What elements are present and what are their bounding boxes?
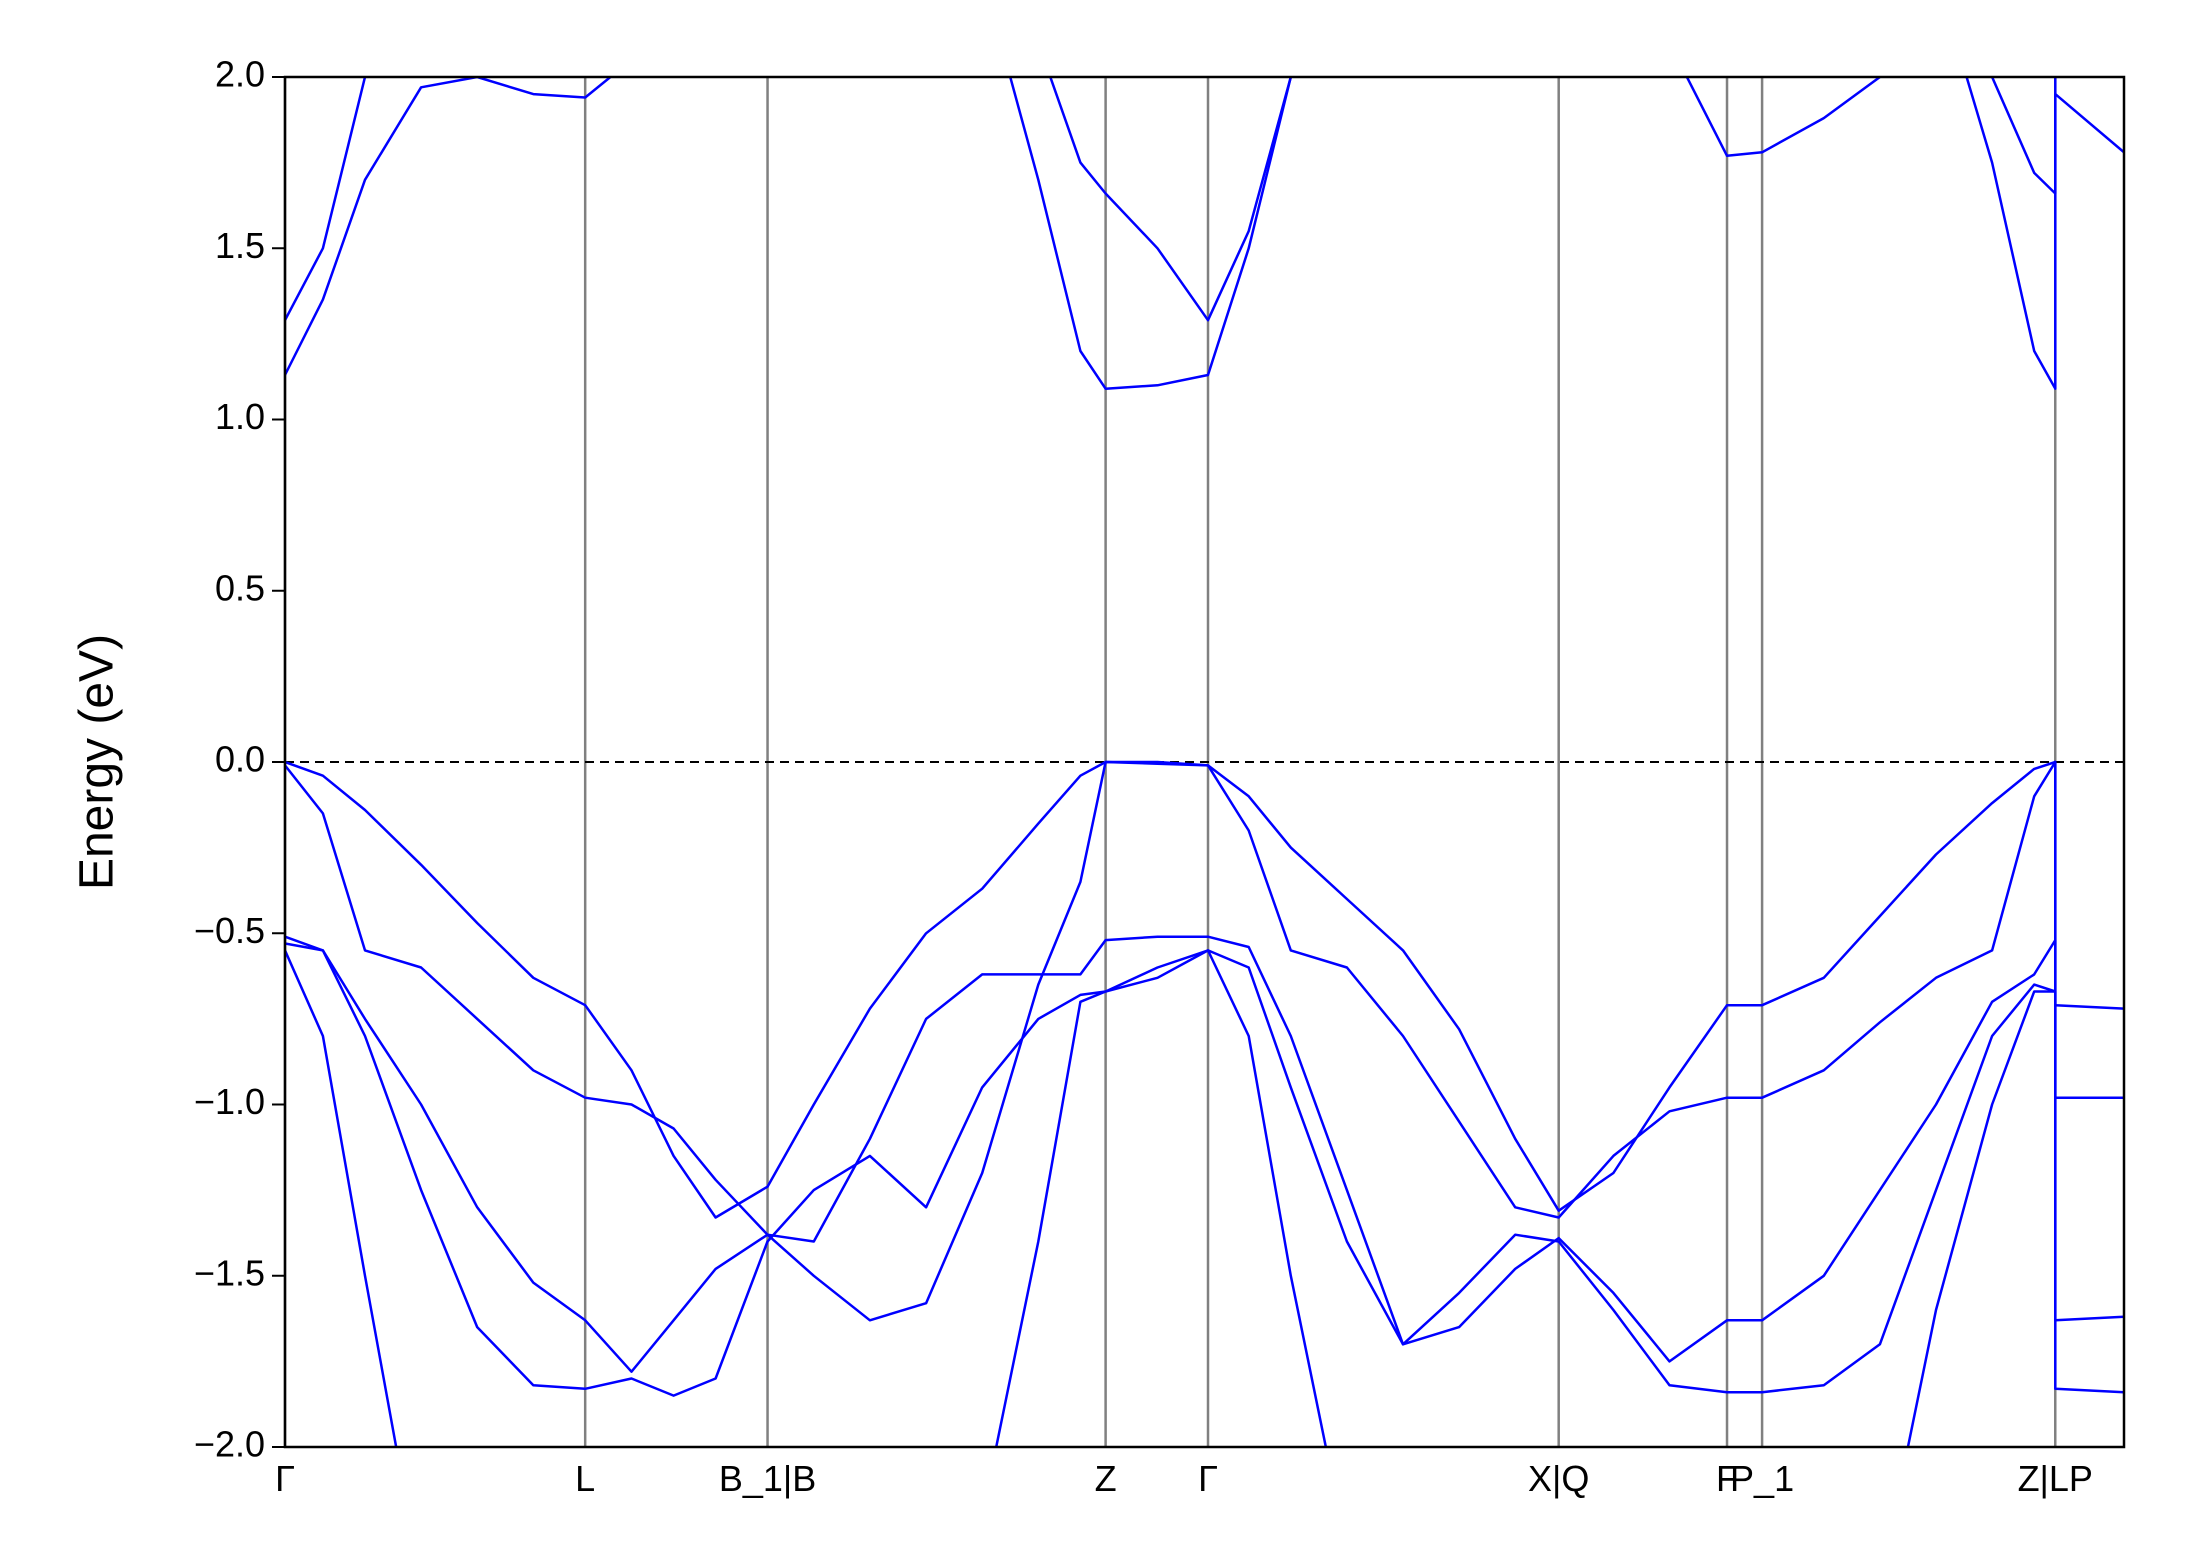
y-tick-label: 0.5 bbox=[215, 567, 265, 608]
band-line bbox=[285, 942, 2124, 1397]
band-line bbox=[285, 77, 2057, 390]
band-line bbox=[285, 77, 2124, 390]
x-tick-label: L bbox=[575, 1458, 595, 1499]
x-tick-label: P_1 bbox=[1730, 1458, 1794, 1499]
y-tick-label: −2.0 bbox=[194, 1424, 265, 1465]
y-tick-label: 1.5 bbox=[215, 225, 265, 266]
y-axis-label: Energy (eV) bbox=[71, 634, 124, 890]
y-tick-label: 2.0 bbox=[215, 54, 265, 95]
x-tick-label: Γ bbox=[275, 1458, 295, 1499]
x-tick-label: B_1|B bbox=[719, 1458, 816, 1499]
y-tick-label: −0.5 bbox=[194, 910, 265, 951]
y-tick-label: 1.0 bbox=[215, 396, 265, 437]
plot-frame bbox=[283, 75, 2126, 1449]
x-tick-label: F bbox=[1716, 1458, 1738, 1499]
band-line bbox=[285, 760, 2124, 1219]
band-line bbox=[285, 949, 2056, 1447]
y-tick-label: 0.0 bbox=[215, 739, 265, 780]
x-tick-label: Z|LP bbox=[2018, 1458, 2093, 1499]
y-tick-label: −1.0 bbox=[194, 1081, 265, 1122]
x-tick-label: X|Q bbox=[1528, 1458, 1589, 1499]
x-tick-label: Z bbox=[1095, 1458, 1117, 1499]
bands bbox=[285, 77, 2124, 1447]
y-tick-label: −1.5 bbox=[194, 1252, 265, 1293]
x-tick-label: Γ bbox=[1198, 1458, 1218, 1499]
band-line bbox=[285, 935, 2124, 1373]
band-line bbox=[285, 760, 2124, 1322]
